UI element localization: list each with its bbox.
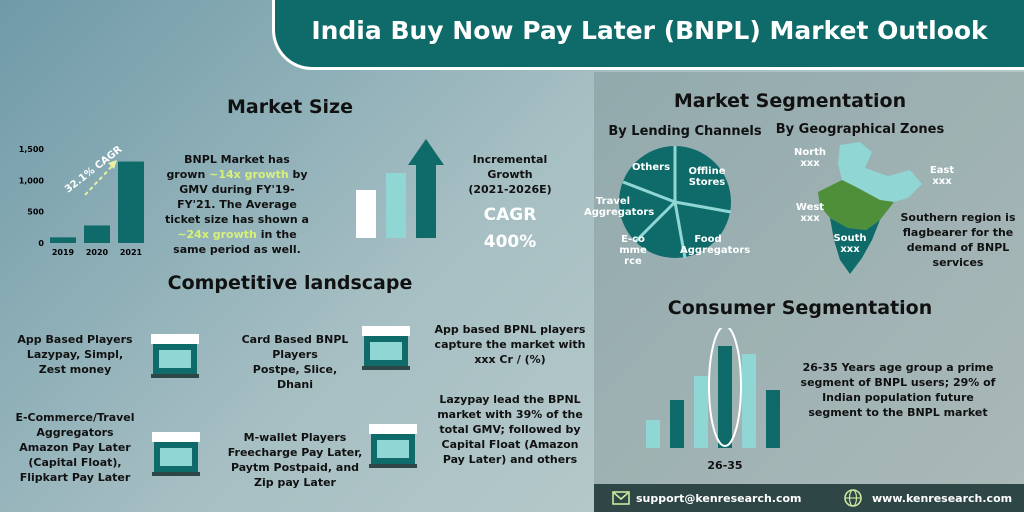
lending-channels-pie (619, 146, 732, 259)
market-size-title: Market Size (227, 96, 353, 118)
consumer-segmentation-title: Consumer Segmentation (667, 297, 933, 319)
y-axis-ticks: 1,500 1,000 500 0 (19, 145, 45, 248)
east-label: East xxx (929, 165, 955, 187)
store-icon (362, 326, 410, 370)
page-title: India Buy Now Pay Later (BNPL) Market Ou… (311, 16, 988, 45)
store-icon (151, 334, 199, 378)
y-tick-label: 0 (38, 239, 44, 248)
age-group-label: 26-35 (707, 459, 743, 472)
globe-icon (844, 489, 862, 507)
india-map (818, 142, 922, 274)
pie-label-travel-aggregators: Travel Aggregators (584, 196, 655, 218)
lazypay-lead-note: Lazypay lead the BPNL market with 39% of… (437, 393, 583, 466)
bar-2019 (50, 237, 76, 243)
west-label: West xxx (795, 202, 825, 224)
mail-icon (612, 491, 630, 505)
footer (594, 484, 1024, 512)
x-axis-labels: 2019 2020 2021 (52, 248, 143, 257)
store-icon (152, 432, 200, 476)
pie-label-others: Others (632, 162, 671, 173)
bar-2020 (84, 225, 110, 243)
website-link[interactable]: www.kenresearch.com (872, 492, 1013, 505)
cagr-arrow-head (108, 160, 117, 169)
lending-channels-title: By Lending Channels (608, 124, 762, 139)
market-segmentation-title: Market Segmentation (673, 90, 907, 112)
market-size-chart: 1,500 1,000 500 0 2019 2020 2021 32.1% CAGR (19, 144, 144, 257)
north-label: North xxx (793, 147, 827, 169)
card-based-players: Card Based BNPL Players Postpe, Slice, D… (241, 333, 349, 391)
bar-2021 (118, 161, 144, 243)
support-email-link[interactable]: support@kenresearch.com (636, 492, 802, 505)
geo-note: Southern region is flagbearer for the de… (900, 211, 1016, 269)
right-panel (594, 72, 1024, 484)
y-tick-label: 500 (27, 208, 44, 217)
pie-label-offline-stores: Offline Stores (688, 166, 726, 188)
chart-bars (50, 161, 144, 243)
pie-label-ecommerce: E-commerce (619, 234, 647, 267)
ecommerce-players: E-Commerce/Travel Aggregators Amazon Pay… (15, 411, 135, 484)
store-icon (369, 424, 417, 468)
cagr-arrow-line (84, 162, 116, 196)
x-tick-label: 2019 (52, 248, 75, 257)
y-tick-label: 1,000 (19, 176, 45, 185)
consumer-note: 26-35 Years age group a prime segment of… (800, 361, 996, 419)
growth-bars-icon (356, 139, 444, 238)
incremental-growth-label: Incremental Growth (2021-2026E) (468, 153, 552, 196)
app-based-capture-note: App based BPNL players capture the marke… (434, 323, 586, 366)
title-banner: India Buy Now Pay Later (BNPL) Market Ou… (272, 0, 1024, 70)
cagr-title: CAGR (483, 205, 537, 225)
x-tick-label: 2020 (86, 248, 109, 257)
competitive-title: Competitive landscape (167, 272, 413, 294)
consumer-chart (646, 328, 780, 448)
cagr-label: 32.1% CAGR (63, 144, 125, 195)
market-size-description: BNPL Market has grown ~14x growth by GMV… (165, 153, 309, 256)
y-tick-label: 1,500 (19, 145, 45, 154)
m-wallet-players: M-wallet Players Freecharge Pay Later, P… (227, 431, 363, 489)
x-tick-label: 2021 (120, 248, 143, 257)
south-label: South xxx (833, 233, 867, 255)
app-based-players: App Based Players Lazypay, Simpl, Zest m… (17, 333, 133, 376)
geo-zones-title: By Geographical Zones (775, 122, 945, 137)
pie-label-food-aggregators: Food Aggregators (680, 234, 751, 256)
cagr-value: 400% (483, 232, 537, 252)
